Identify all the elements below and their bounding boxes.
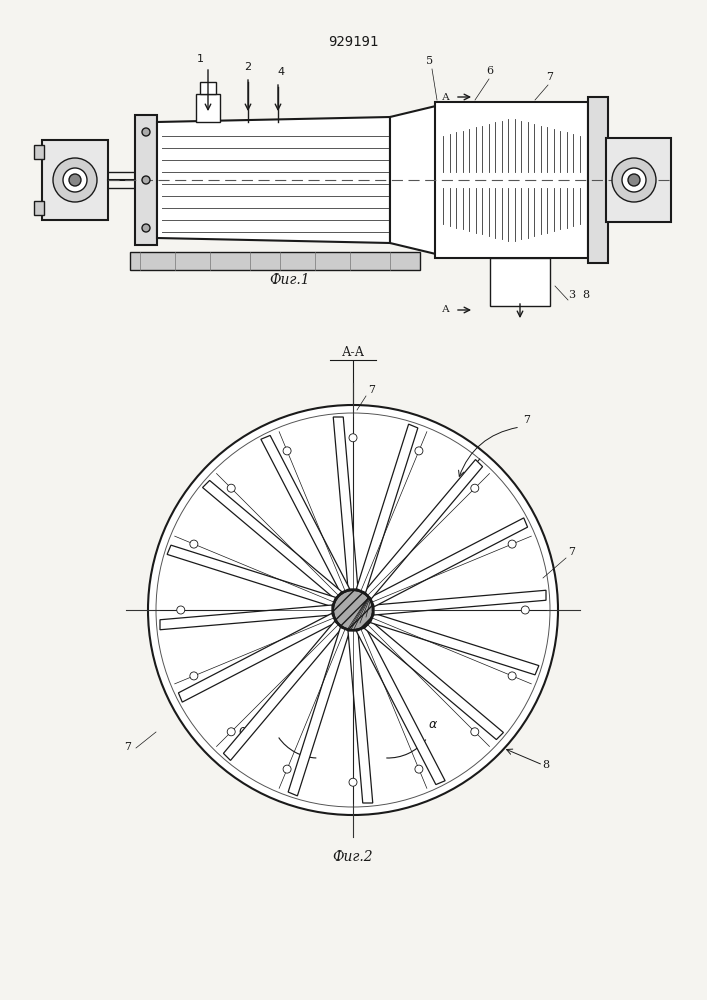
Circle shape [333,590,373,630]
Circle shape [190,540,198,548]
Polygon shape [288,627,349,796]
Circle shape [227,728,235,736]
Text: А-А: А-А [341,347,365,360]
Circle shape [349,434,357,442]
Circle shape [628,174,640,186]
Text: 7: 7 [568,547,575,557]
Bar [606,138,671,222]
Text: $\alpha$: $\alpha$ [238,724,248,736]
Polygon shape [178,613,336,702]
Circle shape [521,606,530,614]
Polygon shape [588,97,608,263]
Circle shape [53,158,97,202]
Polygon shape [370,518,527,607]
Polygon shape [348,631,373,803]
Circle shape [471,728,479,736]
Polygon shape [135,115,157,245]
Text: 6: 6 [486,66,493,76]
Circle shape [148,405,558,815]
Text: А: А [442,306,450,314]
Text: 1: 1 [197,54,204,64]
Polygon shape [370,613,539,675]
Polygon shape [390,105,440,255]
Text: 4: 4 [277,67,284,77]
Text: 7: 7 [547,72,554,82]
Circle shape [471,484,479,492]
Polygon shape [160,605,332,630]
Polygon shape [333,417,358,589]
Text: А: А [442,93,450,102]
Text: 3: 3 [568,290,575,300]
Circle shape [349,778,357,786]
Text: $\alpha$: $\alpha$ [428,718,438,732]
Text: Фиг.1: Фиг.1 [269,273,310,287]
Circle shape [283,447,291,455]
Bar [34,145,44,159]
Circle shape [190,672,198,680]
Polygon shape [223,621,341,760]
Text: 5: 5 [426,56,433,66]
Bar [34,201,44,215]
Polygon shape [356,424,418,593]
Polygon shape [364,460,483,599]
Polygon shape [261,435,349,593]
Polygon shape [364,621,503,740]
Circle shape [508,672,516,680]
Circle shape [283,765,291,773]
Circle shape [508,540,516,548]
Circle shape [622,168,646,192]
Text: 8: 8 [542,760,549,770]
Circle shape [69,174,81,186]
Circle shape [415,447,423,455]
Bar [435,102,588,258]
Text: Фиг.2: Фиг.2 [333,850,373,864]
Bar [42,140,108,220]
Circle shape [333,590,373,630]
Circle shape [227,484,235,492]
Text: 7: 7 [124,742,132,752]
Text: 929191: 929191 [328,35,378,49]
Polygon shape [157,117,390,243]
Circle shape [63,168,87,192]
Circle shape [142,128,150,136]
Bar [200,82,216,94]
Bar [196,94,220,122]
Polygon shape [167,545,336,607]
Bar [130,252,420,270]
Circle shape [142,176,150,184]
Polygon shape [356,627,445,785]
Circle shape [612,158,656,202]
Circle shape [415,765,423,773]
Polygon shape [374,590,546,615]
Circle shape [142,224,150,232]
Bar [490,258,550,306]
Polygon shape [203,480,341,599]
Circle shape [177,606,185,614]
Text: 7: 7 [368,385,375,395]
Text: 2: 2 [245,62,252,72]
Text: 8: 8 [583,290,590,300]
Text: 7: 7 [523,415,530,425]
